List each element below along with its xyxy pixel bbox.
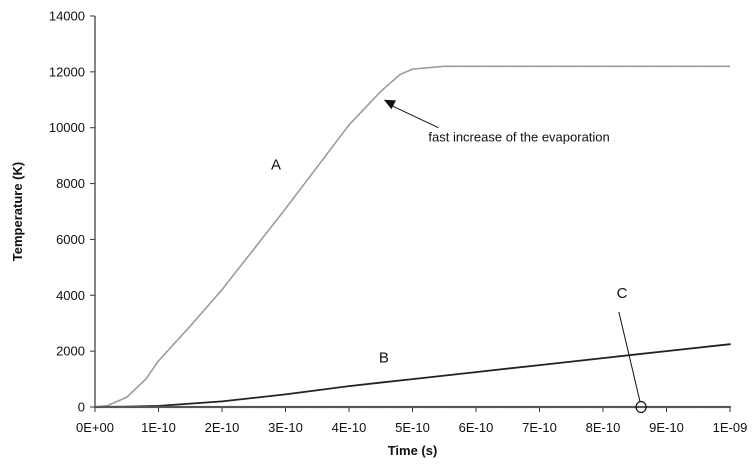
curve-label-a: A	[271, 157, 281, 174]
y-tick-label: 4000	[56, 288, 85, 303]
x-tick-label: 8E-10	[586, 420, 621, 435]
x-tick-label: 5E-10	[395, 420, 430, 435]
curve-label-b: B	[379, 349, 389, 366]
x-axis-ticks: 0E+00 1E-10 2E-10 3E-10 4E-10 5E-10 6E-10 7E-10…	[76, 407, 747, 435]
annotations: fast increase of the evaporation	[383, 99, 647, 414]
x-tick-label: 7E-10	[522, 420, 557, 435]
annotation-text: fast increase of the evaporation	[428, 130, 609, 145]
y-tick-label: 10000	[49, 120, 85, 135]
c-marker-circle	[635, 400, 647, 414]
x-tick-label: 4E-10	[332, 420, 367, 435]
x-tick-label: 2E-10	[205, 420, 240, 435]
x-tick-label: 1E-10	[141, 420, 176, 435]
y-tick-label: 12000	[49, 64, 85, 79]
y-tick-label: 2000	[56, 344, 85, 359]
y-tick-label: 0	[78, 400, 85, 415]
y-tick-label: 14000	[49, 9, 85, 24]
y-tick-label: 8000	[56, 176, 85, 191]
x-tick-label: 0E+00	[76, 420, 114, 435]
y-tick-label: 6000	[56, 232, 85, 247]
series-lines	[93, 65, 732, 409]
annotation-arrow-line	[389, 104, 439, 129]
curve-label-c: C	[617, 285, 628, 302]
series-b-line	[94, 343, 731, 408]
y-axis-ticks: 0 2000 4000 6000 8000 10000 12000 14000	[49, 9, 95, 415]
x-tick-label: 9E-10	[649, 420, 684, 435]
x-axis-title: Time (s)	[388, 443, 438, 458]
x-tick-label: 3E-10	[268, 420, 303, 435]
x-tick-label: 1E-09	[713, 420, 748, 435]
series-a-line	[94, 65, 731, 408]
c-pointer-line	[618, 311, 641, 403]
x-tick-label: 6E-10	[459, 420, 494, 435]
curve-labels: A B C	[271, 157, 628, 367]
y-axis-title: Temperature (K)	[10, 162, 25, 261]
annotation-arrowhead	[383, 99, 396, 110]
